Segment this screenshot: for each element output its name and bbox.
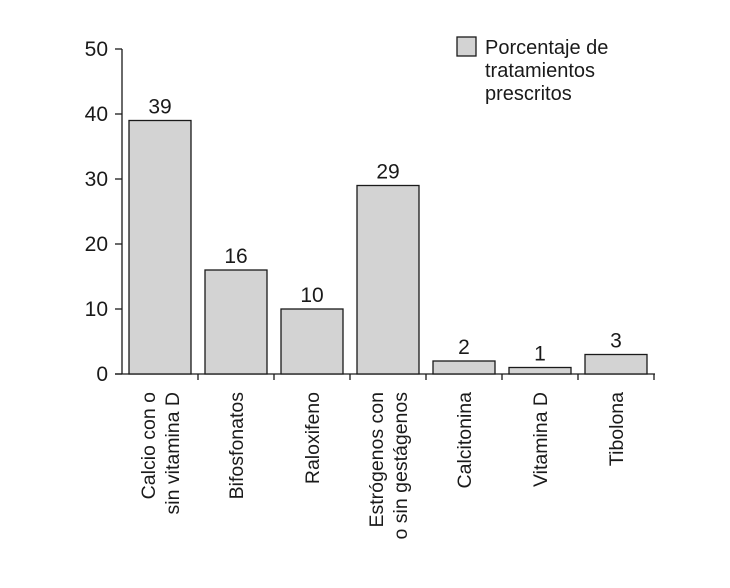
bar [584, 353, 648, 375]
legend-label: Porcentaje de [485, 37, 608, 59]
bar-value-label: 10 [300, 284, 323, 307]
bars: 39 Calcio con o sin vitamina D 16 Bifosfonat… [128, 96, 648, 540]
bar-value-label: 29 [376, 161, 399, 184]
axes: 0 10 20 30 40 50 [85, 38, 655, 386]
bar [432, 360, 496, 375]
bar-value-label: 2 [458, 336, 470, 359]
y-tick-label: 10 [85, 298, 108, 321]
x-category-label-line: Vitamina D [530, 392, 552, 487]
x-category-label: Calcio con o sin vitamina D [138, 392, 184, 515]
bar [280, 308, 344, 375]
legend-swatch [456, 36, 477, 57]
y-tick-label: 50 [85, 38, 108, 61]
x-category-label-line: Estrógenos con [366, 392, 388, 528]
x-category-label: Raloxifeno [302, 392, 324, 484]
bar-value-label: 3 [610, 330, 622, 353]
x-category-label-line: sin vitamina D [162, 392, 184, 514]
bar-value-label: 1 [534, 343, 546, 366]
x-category-label: Bifosfonatos [226, 392, 248, 500]
x-category-label: Tibolona [606, 392, 628, 466]
x-category-label-line: Calcio con o [138, 392, 160, 499]
y-tick-label: 20 [85, 233, 108, 256]
x-category-label-line: Calcitonina [454, 392, 476, 489]
x-category-label-line: Raloxifeno [302, 392, 324, 484]
x-category-label: Vitamina D [530, 392, 552, 487]
bar [356, 184, 420, 375]
bar [508, 366, 572, 375]
legend-label: prescritos [485, 83, 572, 105]
y-tick-label: 40 [85, 103, 108, 126]
x-category-label: Estrógenos con o sin gestágenos [366, 392, 412, 540]
x-category-label-line: Tibolona [606, 392, 628, 466]
bar [204, 269, 268, 375]
legend-label: tratamientos [485, 60, 595, 82]
y-tick-label: 0 [96, 363, 108, 386]
x-category-label-line: o sin gestágenos [390, 392, 412, 540]
x-category-label: Calcitonina [454, 392, 476, 489]
y-tick-label: 30 [85, 168, 108, 191]
bar [128, 119, 192, 375]
bar-value-label: 16 [224, 245, 247, 268]
bar-value-label: 39 [148, 96, 171, 119]
x-category-label-line: Bifosfonatos [226, 392, 248, 500]
